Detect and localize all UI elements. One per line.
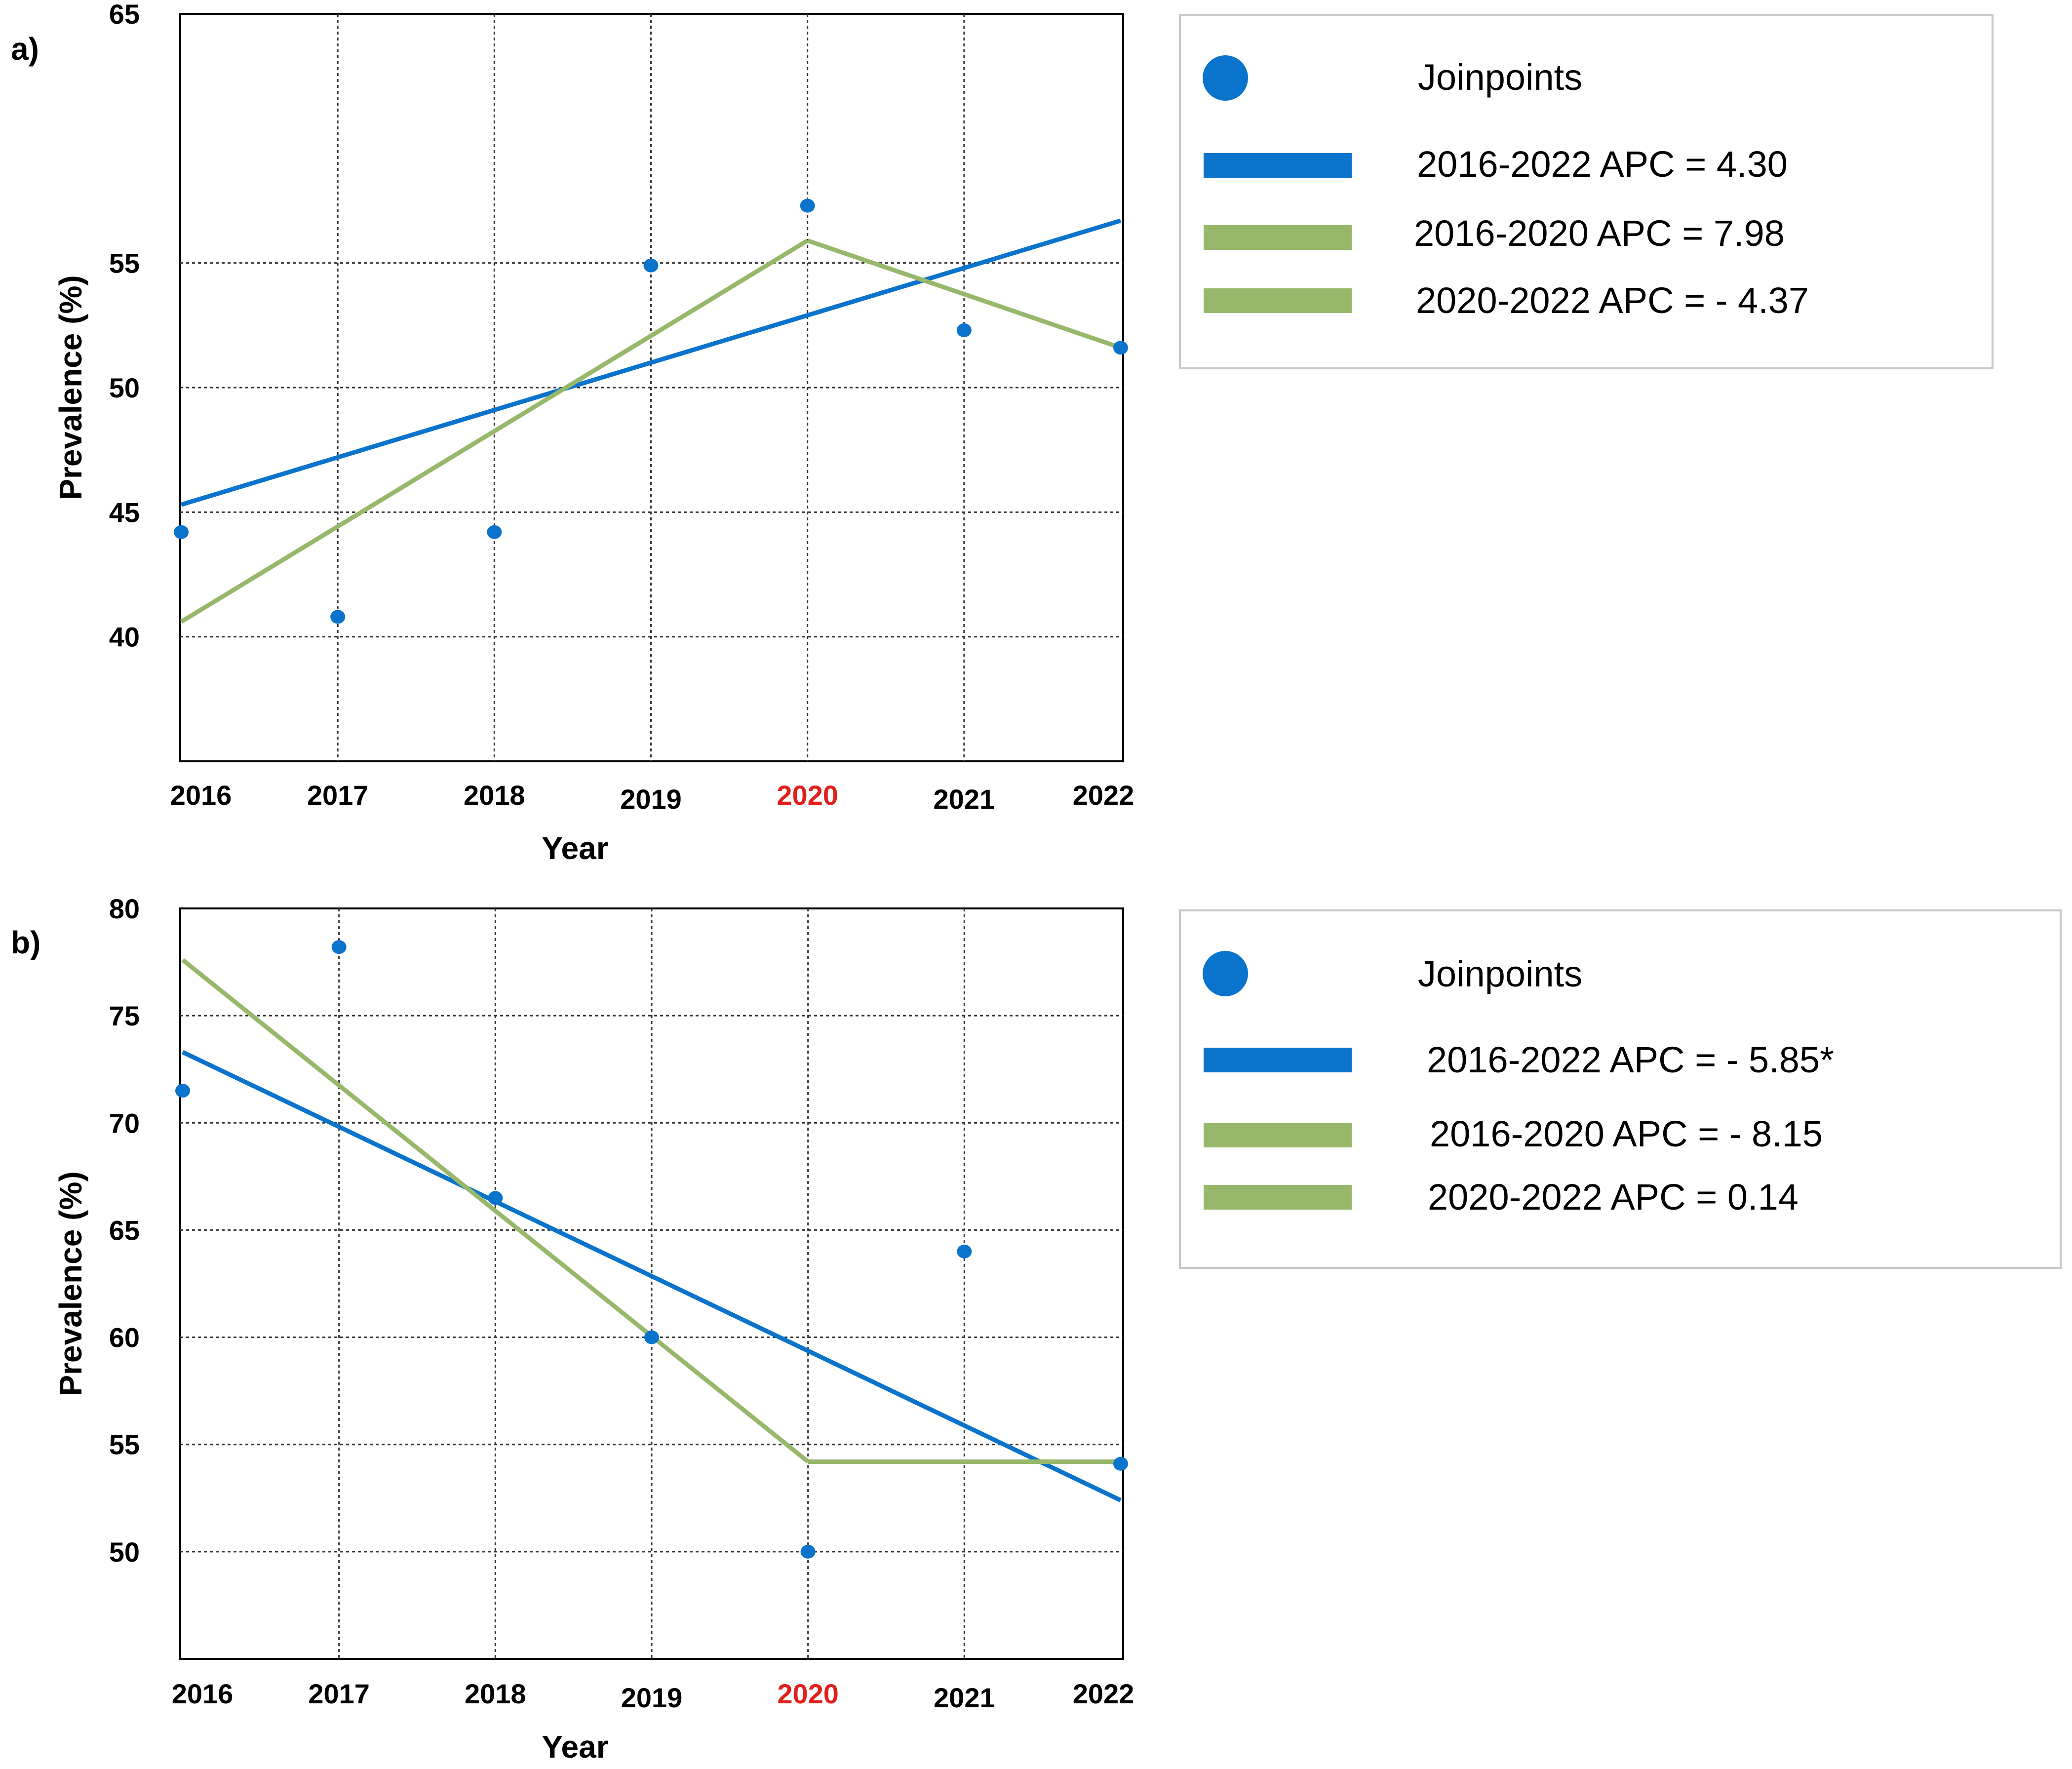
x-tick-label-2019: 2019 [620, 784, 682, 815]
data-point-2018 [488, 1191, 503, 1205]
chart-panel-a: 40 45 50 55 65 2016 2017 2018 2019 2020 2021 2022 Ye… [53, 0, 1134, 866]
data-point-2019 [643, 258, 659, 273]
x-tick-label-2022: 2022 [1073, 780, 1134, 811]
trend-line-0 [182, 1050, 1122, 1502]
data-point-2019 [644, 1330, 659, 1344]
y-tick-label-55: 55 [109, 1429, 140, 1460]
y-axis-title: Prevalence (%) [53, 275, 88, 500]
data-point-2017 [331, 940, 347, 954]
data-point-2020 [800, 198, 815, 213]
x-tick-label-2022: 2022 [1073, 1678, 1134, 1709]
trend-line-1 [180, 238, 809, 624]
y-tick-label-45: 45 [109, 497, 140, 528]
legend-panel-b: Joinpoints 2016-2022 APC = - 5.85* 2016-… [1179, 909, 2062, 1269]
data-point-2020 [800, 1544, 816, 1559]
y-tick-label-40: 40 [109, 622, 140, 653]
y-axis-title: Prevalence (%) [53, 1171, 88, 1396]
trend-line-1 [181, 958, 810, 1463]
x-tick-label-2018: 2018 [465, 1678, 526, 1709]
x-tick-label-2016: 2016 [170, 780, 232, 811]
legend-swatch-green1-a [1204, 225, 1352, 250]
data-point-2021 [957, 1244, 972, 1258]
legend-entry-seg1-a: 2016-2020 APC = 7.98 [1414, 213, 1785, 254]
trend-line-0 [180, 218, 1122, 507]
y-tick-label-65: 65 [109, 1215, 140, 1246]
x-axis-title: Year [542, 1729, 608, 1765]
x-tick-label-2016: 2016 [172, 1678, 234, 1709]
y-tick-label-60: 60 [109, 1322, 140, 1353]
legend-entry-seg2-a: 2020-2022 APC = - 4.37 [1416, 280, 1809, 321]
y-tick-label-50: 50 [109, 1536, 140, 1568]
data-point-2018 [487, 525, 502, 539]
y-tick-label-80: 80 [109, 893, 140, 924]
x-tick-label-2018: 2018 [464, 780, 525, 811]
legend-entry-seg2-b: 2020-2022 APC = 0.14 [1428, 1177, 1798, 1218]
y-tick-label-50: 50 [109, 372, 140, 403]
panel-b-label: b) [11, 925, 41, 960]
data-point-2022 [1113, 341, 1128, 355]
y-tick-label-55: 55 [109, 248, 140, 279]
chart-panel-b: 50 55 60 65 70 75 80 2016 2017 2018 2019 2020 2021 20… [53, 893, 1134, 1765]
x-tick-label-2017: 2017 [307, 780, 369, 811]
x-tick-label-2019: 2019 [621, 1682, 683, 1713]
data-point-2016 [174, 525, 189, 539]
legend-entry-overall-a: 2016-2022 APC = 4.30 [1417, 144, 1788, 185]
x-axis-title: Year [542, 830, 608, 866]
legend-swatch-green2-a [1204, 288, 1352, 313]
x-tick-label-2021: 2021 [934, 1682, 995, 1713]
x-tick-label-2021: 2021 [934, 784, 995, 815]
y-tick-label-75: 75 [109, 1000, 140, 1031]
x-tick-label-2017: 2017 [308, 1678, 370, 1709]
data-point-2016 [175, 1084, 190, 1098]
data-point-2021 [956, 323, 972, 337]
legend-entry-joinpoints-a: Joinpoints [1418, 57, 1583, 98]
x-tick-label-2020: 2020 [777, 780, 838, 811]
panel-a-label: a) [11, 31, 39, 67]
data-point-2022 [1113, 1456, 1128, 1471]
y-tick-label-65: 65 [109, 0, 140, 30]
legend-entry-overall-b: 2016-2022 APC = - 5.85* [1427, 1039, 1834, 1080]
data-point-2017 [330, 610, 346, 624]
legend-entry-seg1-b: 2016-2020 APC = - 8.15 [1430, 1113, 1823, 1154]
legend-entry-joinpoints-b: Joinpoints [1418, 953, 1583, 994]
legend-swatch-blue-a [1204, 153, 1352, 178]
trend-line-2 [807, 238, 1122, 350]
legend-swatch-blue-b [1204, 1048, 1352, 1072]
y-tick-label-70: 70 [109, 1107, 140, 1139]
legend-joinpoint-marker-b [1203, 951, 1248, 996]
legend-swatch-green1-b [1204, 1123, 1352, 1147]
legend-panel-a: Joinpoints 2016-2022 APC = 4.30 2016-202… [1179, 14, 1994, 369]
legend-joinpoint-marker-a [1203, 55, 1248, 101]
legend-swatch-green2-b [1204, 1185, 1352, 1210]
x-tick-label-2020: 2020 [777, 1678, 839, 1709]
